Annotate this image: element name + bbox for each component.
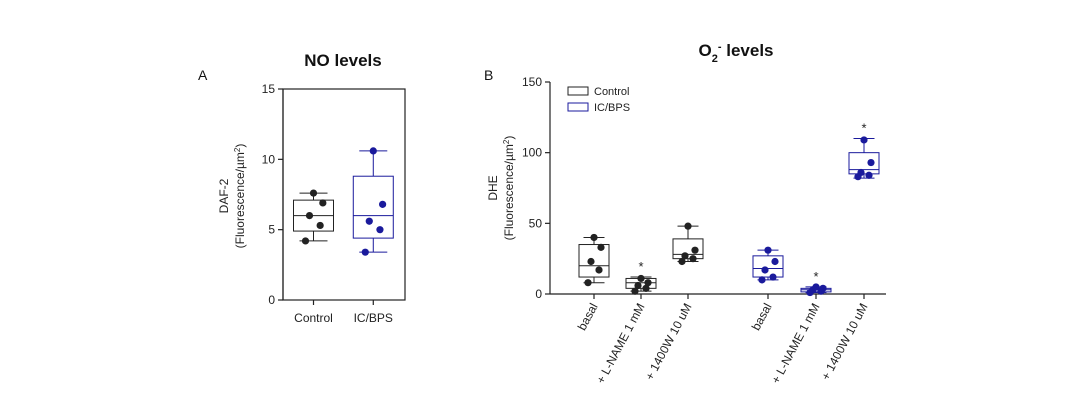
panel-a-icbps-point	[369, 147, 377, 155]
panel-b-control-0-point	[590, 233, 598, 242]
legend-label-control: Control	[594, 86, 629, 98]
panel-b-legend: Control IC/BPS	[567, 86, 630, 114]
panel-b-x-tick-label: + L-NAME 1 mM	[768, 301, 822, 386]
panel-a-y-tick-label: 10	[262, 152, 276, 166]
panel-a-control-point	[305, 212, 314, 220]
panel-a-ylabel-main: DAF-2	[217, 178, 231, 213]
panel-b-control-0-point	[584, 279, 592, 287]
panel-b-icbps-3-point	[764, 246, 772, 254]
panel-a-control-point	[301, 237, 310, 245]
panel-a-title: NO levels	[304, 51, 382, 70]
panel-a-ylabel-units-close: )	[233, 144, 247, 148]
panel-b-y-tick-label: 0	[535, 287, 542, 301]
panel-b-ylabel-units-sup: 2	[502, 139, 511, 144]
panel-b-x-tick-label: + 1400W 10 uM	[642, 301, 694, 383]
panel-b-icbps-5-point	[865, 171, 873, 179]
panel-b-control-1-significance-star: *	[638, 259, 643, 274]
panel-b-icbps-5-significance-star: *	[861, 121, 866, 136]
panel-b-x-tick-label: basal	[749, 301, 775, 333]
panel-a-ylabel-units: (Fluorescence/µm2)	[233, 144, 248, 249]
panel-a-icbps-point	[376, 226, 384, 234]
panel-b-icbps-3-point	[758, 276, 766, 284]
panel-a-ylabel-units-base: (Fluorescence/µm	[233, 152, 247, 248]
panel-b-icbps-4-significance-star: *	[813, 269, 818, 284]
panel-b-label: B	[484, 67, 493, 83]
panel-b-icbps-4-point	[819, 284, 827, 292]
panel-b-ylabel-units: (Fluorescence/µm2)	[502, 136, 517, 241]
panel-b-y-tick-label: 50	[529, 216, 543, 230]
panel-b-ylabel-units-base: (Fluorescence/µm	[502, 144, 516, 240]
panel-a-control-point	[319, 199, 327, 207]
panel-b-ylabel: DHE (Fluorescence/µm2)	[486, 136, 516, 241]
panel-b-ylabel-main: DHE	[486, 175, 500, 200]
panel-b-icbps-5-point	[867, 158, 875, 167]
panel-a-x-tick-label: Control	[294, 311, 333, 325]
panel-b-title-end: levels	[722, 41, 774, 60]
panel-b-control-1-point	[634, 281, 642, 290]
panel-a-icbps-point	[365, 217, 373, 225]
panel-a-ylabel-units-sup: 2	[233, 147, 242, 152]
panel-a-y-tick-label: 0	[268, 293, 275, 307]
panel-b-ylabel-units-close: )	[502, 136, 516, 140]
panel-b-y-tick-label: 150	[522, 75, 542, 89]
panel-a-frame	[282, 88, 406, 301]
panel-a-icbps-box	[352, 175, 394, 239]
panel-b-title: O2- levels	[698, 41, 773, 65]
legend-swatch-control	[567, 86, 589, 96]
panel-b-control-1-point	[642, 284, 650, 292]
panel-b-title-sup: -	[718, 41, 722, 53]
panel-b-control-2-point	[691, 246, 699, 254]
panel-b-title-sub: 2	[712, 53, 718, 65]
panel-b-icbps-3-point	[769, 273, 777, 281]
panel-b-control-1-point	[644, 279, 652, 287]
panel-a-ylabel: DAF-2 (Fluorescence/µm2)	[217, 144, 247, 249]
panel-b-control-0-point	[597, 243, 605, 251]
panel-b-control-0-point	[595, 266, 603, 274]
panel-b-title-main: O	[698, 41, 711, 60]
panel-a-y-tick-label: 5	[268, 223, 275, 237]
panel-b-icbps-3-point	[771, 257, 779, 266]
panel-b-control-2-point	[678, 257, 686, 266]
panel-b-control-1-point	[631, 287, 639, 295]
panel-b-icbps-3-box	[752, 255, 784, 278]
legend-label-icbps: IC/BPS	[594, 102, 630, 114]
panel-b-x-tick-label: + L-NAME 1 mM	[593, 301, 647, 386]
panel-b-x-tick-label: basal	[575, 301, 601, 333]
panel-b-x-tick-label: + 1400W 10 uM	[818, 301, 870, 383]
panel-b-control-0-point	[587, 257, 595, 266]
panel-a-control-point	[309, 189, 318, 197]
panel-b-control-2-point	[681, 252, 689, 260]
panel-b-control-2-point	[689, 255, 697, 263]
panel-a-icbps-point	[361, 248, 369, 256]
panel-b-icbps-4-point	[812, 283, 820, 291]
panel-b-icbps-5-point	[857, 168, 865, 177]
panel-a-plot: 0 5 10 15 Control IC/BPS	[262, 82, 406, 325]
panel-a-control-point	[316, 221, 324, 230]
panel-a-icbps-point	[379, 200, 387, 208]
panel-b-control-1-point	[637, 274, 645, 283]
panel-a-x-tick-label: IC/BPS	[354, 311, 393, 325]
panel-b-icbps-5-point	[860, 136, 868, 144]
panel-a-label: A	[198, 67, 208, 83]
panel-b-icbps-3-point	[761, 266, 769, 274]
panel-a-y-tick-label: 15	[262, 82, 276, 96]
panel-b-y-tick-label: 100	[522, 146, 542, 160]
panel-b-control-2-point	[684, 222, 692, 230]
legend-swatch-icbps	[567, 102, 589, 112]
